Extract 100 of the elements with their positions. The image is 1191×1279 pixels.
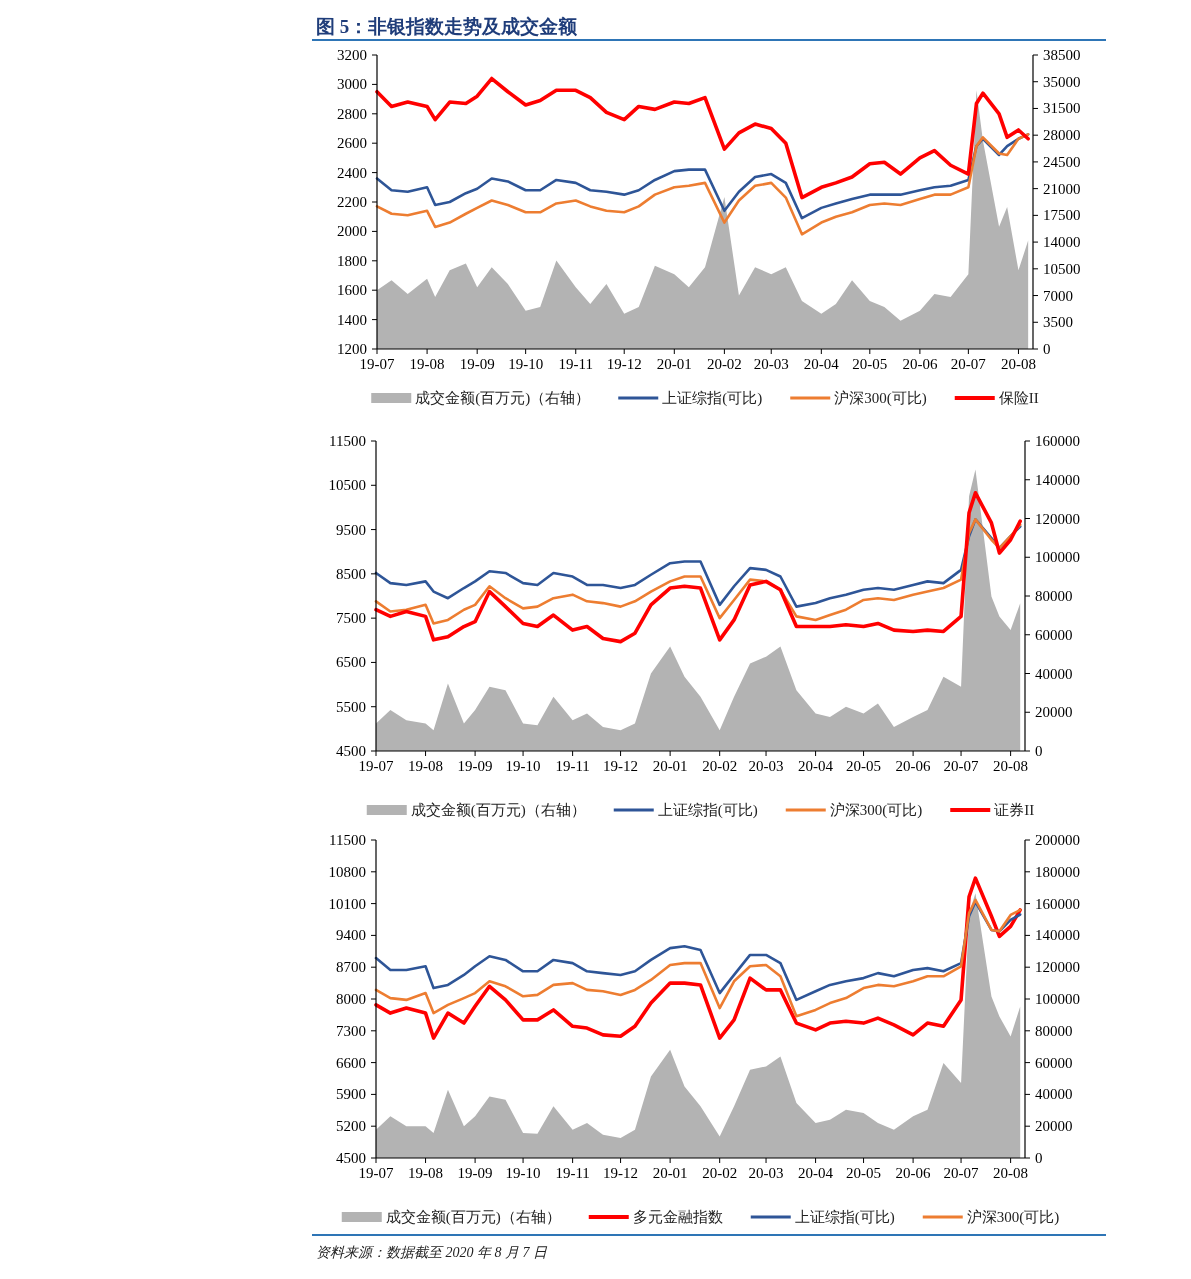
y2-tick-label: 10500 [1043,260,1081,277]
legend-label: 成交金额(百万元)（右轴） [415,390,591,407]
x-tick-label: 20-02 [706,356,742,372]
x-tick-label: 19-09 [459,356,495,372]
x-tick-label: 19-09 [457,758,493,774]
y-tick-label: 1600 [337,282,367,299]
x-tick-label: 19-07 [359,356,395,372]
y2-tick-label: 0 [1035,743,1043,759]
legend-label: 沪深300(可比) [834,390,927,407]
legend-label: 证券II [994,802,1035,818]
y2-tick-label: 17500 [1043,207,1081,224]
x-tick-label: 20-02 [702,1165,738,1181]
y2-tick-label: 160000 [1035,433,1080,449]
x-tick-label: 19-10 [505,1165,541,1181]
x-tick-label: 20-06 [902,356,938,372]
y2-tick-label: 80000 [1035,588,1073,604]
y-tick-label: 2800 [337,105,367,122]
y2-tick-label: 60000 [1035,626,1073,643]
y-tick-label: 1800 [337,252,367,269]
y-tick-label: 9400 [336,927,366,944]
x-tick-label: 19-11 [558,356,593,372]
y2-tick-label: 31500 [1043,100,1081,117]
y2-tick-label: 120000 [1035,959,1080,976]
y-tick-label: 8700 [336,959,366,976]
y2-tick-label: 140000 [1035,471,1080,488]
x-tick-label: 19-09 [457,1165,493,1181]
y2-tick-label: 140000 [1035,927,1080,944]
y2-tick-label: 14000 [1043,234,1081,251]
x-tick-label: 20-04 [803,356,840,372]
y2-tick-label: 35000 [1043,73,1081,90]
y-tick-label: 2400 [337,164,367,181]
y-tick-label: 5200 [336,1118,366,1135]
x-tick-label: 19-12 [606,356,642,372]
y2-tick-label: 38500 [1043,47,1081,63]
y-tick-label: 10100 [328,895,366,912]
y2-tick-label: 21000 [1043,180,1081,197]
x-tick-label: 19-12 [603,758,639,774]
x-tick-label: 19-11 [555,1165,590,1181]
y2-tick-label: 0 [1043,341,1051,357]
x-tick-label: 20-04 [798,758,834,774]
y-tick-label: 2200 [337,194,367,210]
y2-tick-label: 120000 [1035,510,1080,527]
x-tick-label: 20-06 [895,1165,932,1181]
x-tick-label: 19-10 [508,356,544,372]
legend-label: 沪深300(可比) [829,802,923,819]
y-tick-label: 10500 [328,477,366,494]
legend-label: 成交金额(百万元)（右轴） [410,802,586,819]
x-tick-label: 20-08 [993,1165,1029,1181]
y2-tick-label: 3500 [1043,314,1073,331]
x-tick-label: 20-05 [846,758,882,774]
y-tick-label: 8000 [336,991,366,1007]
y2-tick-label: 20000 [1035,1118,1073,1135]
text: 资料来源：数据截至 2020 年 8 月 7 日 [316,1245,548,1260]
y2-tick-label: 200000 [1035,832,1080,848]
y-tick-label: 7500 [336,610,366,627]
x-tick-label: 20-08 [993,758,1029,774]
y2-tick-label: 60000 [1035,1054,1073,1071]
x-tick-label: 19-08 [408,758,444,774]
x-tick-label: 20-04 [798,1165,834,1181]
y-tick-label: 4500 [336,743,366,759]
legend-label: 上证综指(可比) [662,390,763,407]
y-tick-label: 5900 [336,1086,366,1103]
x-tick-label: 19-10 [505,758,541,774]
x-tick-label: 19-07 [358,758,394,774]
y-tick-label: 8500 [336,565,366,582]
x-tick-label: 19-08 [408,1165,444,1181]
x-tick-label: 19-11 [555,758,590,774]
y-tick-label: 9500 [336,521,366,538]
y-tick-label: 6600 [336,1054,366,1071]
y-tick-label: 5500 [336,698,366,715]
x-tick-label: 20-08 [1000,356,1036,372]
y-tick-label: 2000 [337,223,367,240]
x-tick-label: 20-06 [895,758,932,774]
x-tick-label: 19-08 [409,356,445,372]
y-tick-label: 7300 [336,1022,366,1039]
x-tick-label: 20-05 [852,356,888,372]
x-tick-label: 20-07 [943,1165,980,1181]
y2-tick-label: 80000 [1035,1022,1073,1039]
y-tick-label: 4500 [336,1150,366,1166]
y2-tick-label: 100000 [1035,991,1080,1007]
legend-label: 成交金额(百万元)（右轴） [385,1209,561,1226]
x-tick-label: 20-07 [950,356,987,372]
x-tick-label: 20-01 [656,356,692,372]
x-tick-label: 20-05 [846,1165,882,1181]
y-tick-label: 1200 [337,341,367,357]
y2-tick-label: 20000 [1035,704,1073,721]
x-tick-label: 19-12 [603,1165,639,1181]
x-tick-label: 20-03 [753,356,789,372]
y-tick-label: 3000 [337,76,367,93]
x-tick-label: 20-01 [652,1165,688,1181]
y2-tick-label: 160000 [1035,895,1080,912]
y-tick-label: 6500 [336,654,366,671]
x-tick-label: 20-03 [748,1165,784,1181]
y2-tick-label: 40000 [1035,665,1073,682]
legend-label: 保险II [998,390,1039,406]
y-tick-label: 11500 [329,433,366,449]
y2-tick-label: 180000 [1035,863,1080,880]
y-tick-label: 3200 [337,47,367,63]
x-tick-label: 19-07 [358,1165,394,1181]
legend-label: 沪深300(可比) [966,1209,1060,1226]
